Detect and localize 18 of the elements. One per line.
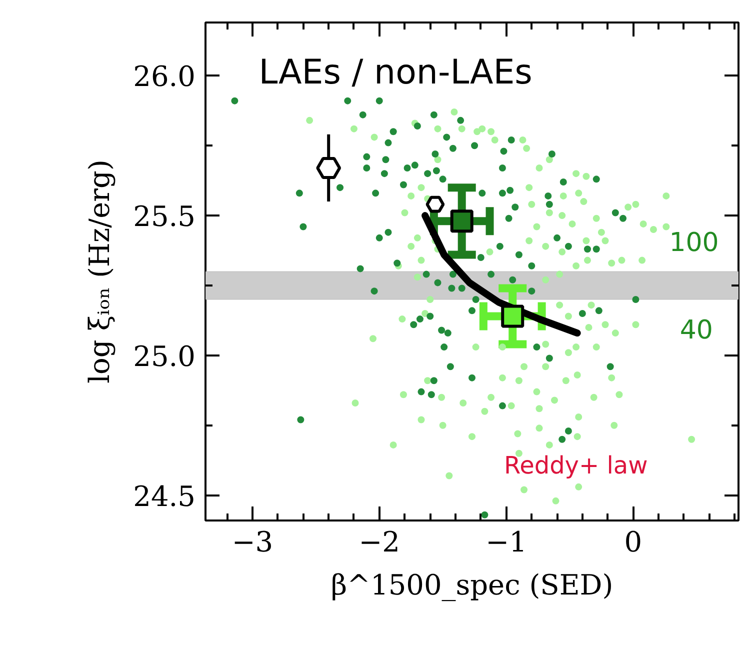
- x-tick-label: −2: [358, 526, 400, 558]
- x-tick-label: −1: [486, 526, 527, 558]
- x-axis-title: β^1500_spec (SED): [330, 568, 614, 602]
- y-tick-label: 25.0: [133, 340, 196, 373]
- annotation: LAEs / non-LAEs: [258, 52, 532, 92]
- point: [501, 304, 524, 328]
- y-axis-title: log ξᵢₒₙ (Hz/erg): [83, 160, 116, 384]
- annotation: 100: [669, 228, 719, 258]
- y-tick-label: 24.5: [133, 480, 196, 513]
- point: [426, 196, 445, 213]
- y-tick-label: 26.0: [133, 60, 196, 94]
- x-tick-label: −3: [232, 526, 274, 558]
- point: [450, 210, 474, 233]
- y-tick-label: 25.5: [133, 200, 196, 234]
- annotation: Reddy+ law: [504, 452, 648, 480]
- annotation: 40: [680, 315, 713, 346]
- x-tick-label: 0: [624, 526, 642, 558]
- point: [316, 156, 342, 180]
